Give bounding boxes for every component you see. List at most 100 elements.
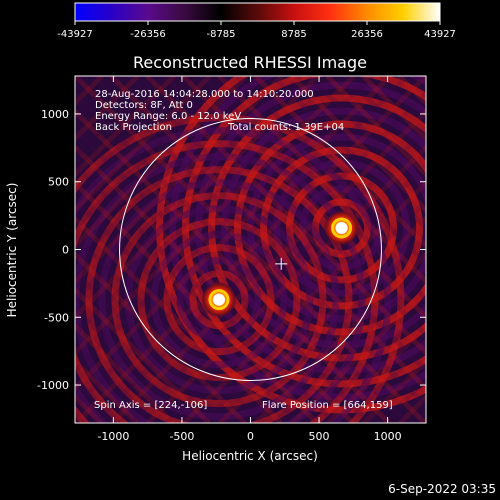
fringe-ring [137, 218, 301, 382]
y-axis-label: Heliocentric Y (arcsec) [5, 183, 19, 318]
source-core [335, 221, 348, 234]
fringe-band [308, 304, 426, 423]
x-axis: -1000 -500 0 500 1000 [97, 76, 402, 443]
fringe-band [436, 76, 500, 423]
fringe-band [344, 340, 426, 423]
fringe-ring [189, 270, 249, 330]
fringe-band [75, 76, 284, 285]
x-tick-label: 0 [247, 430, 254, 443]
fringe-band [453, 76, 500, 423]
spin-axis-marker [275, 257, 288, 270]
fringe-ring [176, 257, 262, 343]
fringe-band [75, 76, 140, 142]
fringe-band [75, 268, 229, 423]
fringe-band [416, 411, 426, 423]
fringe-ring [75, 114, 405, 423]
colorbar-tick-label: -43927 [57, 29, 92, 40]
fringe-band [272, 268, 426, 423]
x-tick-label: 500 [309, 430, 330, 443]
fringe-band [109, 76, 426, 392]
method-text: Back Projection [95, 122, 172, 133]
fringe-band [289, 76, 426, 214]
fringe-band [454, 76, 500, 423]
fringe-pattern [75, 76, 500, 423]
x-tick-label: -1000 [97, 430, 129, 443]
fringe-band [218, 215, 426, 423]
colorbar-tick-label: 26356 [351, 29, 383, 40]
fringe-band [217, 76, 426, 285]
fringe-band [472, 76, 500, 423]
fringe-band [75, 76, 426, 423]
fringe-ring [75, 127, 392, 423]
flare-position-text: Flare Position = [664,159] [262, 400, 393, 411]
y-tick-label: -500 [44, 311, 69, 324]
fringe-ring [98, 179, 340, 421]
x-tick-label: -500 [169, 430, 194, 443]
fringe-band [75, 250, 247, 423]
source-core [212, 293, 225, 306]
fringe-band [75, 161, 337, 423]
fringe-band [146, 143, 426, 423]
colorbar-tick-label: 43927 [424, 29, 456, 40]
x-axis-label: Heliocentric X (arcsec) [182, 449, 318, 463]
colorbar-ticks: -43927 -26356 -8785 8785 26356 43927 [57, 21, 456, 40]
fringe-ring [163, 244, 275, 356]
fringe-band [253, 76, 426, 250]
fringe-band [199, 76, 426, 303]
fringe-band [435, 76, 500, 423]
fringe-band [75, 76, 158, 160]
y-tick-label: 0 [62, 244, 69, 257]
fringe-band [75, 143, 355, 423]
fringe-band [75, 76, 426, 423]
fringe-band [361, 76, 426, 142]
fringe-ring [150, 231, 288, 369]
fringe-band [235, 76, 426, 267]
fringe-ring [260, 146, 424, 310]
fringe-band [254, 250, 426, 423]
fringe-band [75, 76, 266, 267]
fringe-band [471, 76, 500, 423]
colorbar-tick-label: -26356 [130, 29, 165, 40]
fringe-band [75, 358, 139, 423]
energy-range-text: Energy Range: 6.0 - 12.0 keV [95, 111, 241, 122]
fringe-band [75, 233, 265, 423]
detectors-text: Detectors: 8F, Att 0 [95, 100, 193, 111]
fringe-band [290, 286, 426, 423]
fringe-band [75, 340, 157, 423]
fringe-band [75, 76, 230, 232]
fringe-band [75, 76, 392, 392]
solar-limb [119, 118, 382, 381]
source-ring [331, 217, 353, 239]
fringe-band [75, 76, 356, 357]
spin-axis-text: Spin Axis = [224,-106] [94, 400, 207, 411]
fringe-band [415, 76, 426, 89]
y-tick-label: -1000 [37, 379, 69, 392]
fringe-band [110, 108, 426, 423]
fringe-ring [208, 94, 426, 362]
y-tick-label: 1000 [41, 108, 69, 121]
fringe-band [325, 76, 426, 178]
fringe-band [75, 304, 193, 423]
date-stamp: 6-Sep-2022 03:35 [388, 482, 496, 496]
y-axis: -1000 -500 0 500 1000 [37, 108, 426, 392]
fringe-band [307, 76, 426, 196]
fringe-ring [75, 153, 366, 423]
colorbar-tick-label: -8785 [206, 29, 235, 40]
time-range-text: 28-Aug-2016 14:04:28.000 to 14:10:20.000 [95, 89, 314, 100]
fringe-band [164, 161, 426, 423]
fringe-band [490, 76, 500, 423]
fringe-band [75, 76, 302, 303]
fringe-band [343, 76, 426, 160]
fringe-band [75, 322, 175, 423]
fringe-band [75, 76, 338, 339]
fringe-band [75, 197, 301, 423]
fringe-band [236, 233, 426, 423]
fringe-band [489, 76, 500, 423]
fringe-band [75, 90, 409, 423]
fringe-band [75, 76, 248, 250]
fringe-band [326, 322, 426, 423]
total-counts-text: Total counts: 1.39E+04 [227, 122, 344, 133]
fringe-band [200, 197, 426, 423]
fringe-band [75, 108, 391, 423]
